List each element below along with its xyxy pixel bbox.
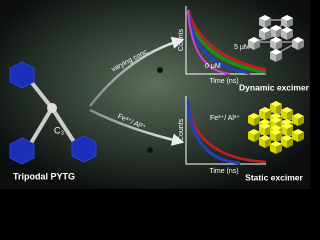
pyrene — [9, 137, 35, 165]
label-dynamic: Dynamic excimer — [239, 82, 310, 92]
framework-static — [248, 101, 304, 154]
pyrene — [71, 135, 97, 163]
graphical-abstract: C₃ Tripodal PYTG varying conc. Fe³⁺/ Al³… — [0, 0, 310, 189]
background — [0, 0, 310, 189]
molecule: C₃ Tripodal PYTG — [9, 61, 97, 181]
arrow-top — [89, 36, 185, 107]
x-label: Time (ns) — [209, 168, 238, 175]
pyrene — [9, 61, 35, 89]
plot-bottom: Counts Time (ns) Fe³⁺/ Al³⁺ — [178, 96, 267, 175]
x-label: Time (ns) — [209, 78, 238, 85]
label-static: Static excimer — [245, 172, 303, 182]
decay — [186, 99, 241, 165]
annotation: 5 µM — [234, 44, 250, 51]
plot-top: Counts Time (ns) 5 µM 0 µM — [178, 6, 267, 85]
decay — [186, 9, 267, 72]
axes — [185, 6, 266, 75]
annotation: Fe³⁺/ Al³⁺ — [210, 115, 240, 122]
decay — [187, 9, 231, 75]
annotation: 0 µM — [205, 63, 221, 70]
dot — [157, 67, 163, 73]
arrow-bottom — [89, 108, 185, 146]
core — [47, 103, 57, 113]
y-label: Counts — [178, 28, 185, 51]
molecule-name: Tripodal PYTG — [13, 171, 75, 181]
symmetry-label: C₃ — [54, 125, 64, 135]
y-label: Counts — [178, 118, 185, 141]
dot — [147, 147, 153, 153]
framework-dynamic — [248, 15, 304, 62]
